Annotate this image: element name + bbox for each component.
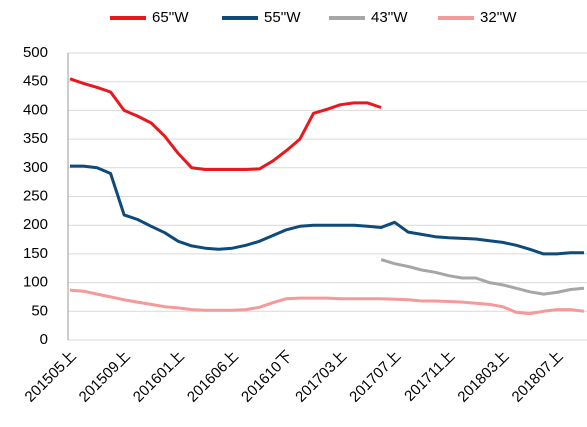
legend-label: 32''W (480, 9, 517, 26)
x-tick-label: 201803上 (454, 348, 512, 406)
y-tick-label: 150 (23, 245, 48, 262)
legend-label: 43''W (371, 9, 408, 26)
x-tick-label: 201601上 (130, 348, 188, 406)
y-tick-label: 250 (23, 187, 48, 204)
y-tick-label: 50 (31, 302, 48, 319)
x-tick-label: 201703上 (292, 348, 350, 406)
x-tick-label: 201509上 (76, 348, 134, 406)
y-tick-label: 400 (23, 101, 48, 118)
x-tick-label: 201610下 (238, 348, 296, 406)
x-tick-label: 201807上 (509, 348, 567, 406)
y-tick-label: 100 (23, 274, 48, 291)
legend-label: 55''W (264, 9, 301, 26)
x-tick-label: 201505上 (22, 348, 80, 406)
y-tick-label: 500 (23, 44, 48, 61)
y-tick-label: 300 (23, 159, 48, 176)
y-tick-label: 200 (23, 216, 48, 233)
series-line (380, 258, 585, 296)
y-tick-label: 450 (23, 73, 48, 90)
x-tick-label: 201707上 (346, 348, 404, 406)
series-line (70, 164, 584, 256)
y-tick-label: 0 (40, 331, 48, 348)
series-line (69, 288, 585, 316)
series-line (69, 77, 382, 171)
legend-label: 65''W (152, 9, 189, 26)
x-tick-label: 201606上 (184, 348, 242, 406)
x-tick-label: 201711上 (401, 348, 458, 405)
y-tick-label: 350 (23, 130, 48, 147)
